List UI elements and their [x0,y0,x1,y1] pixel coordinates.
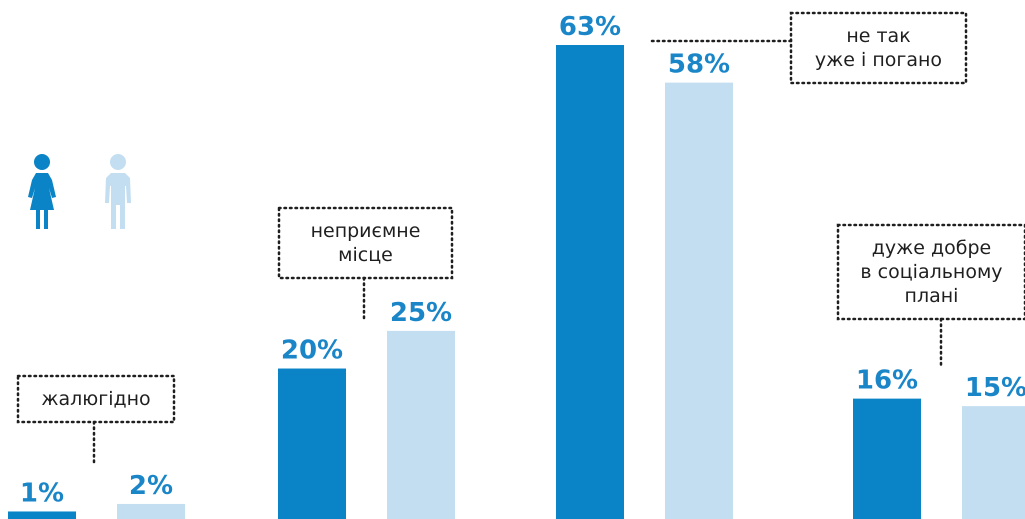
bar-male-0 [117,503,185,519]
value-label-female-2: 63% [559,12,621,42]
annotation-text-1-0: неприємне [311,220,421,242]
value-label-female-3: 16% [856,366,918,396]
annotation-0: жалюгідно [16,374,176,468]
bar-female-2 [556,45,624,519]
annotation-text-0-0: жалюгідно [41,388,150,410]
bar-female-1 [278,368,346,519]
annotation-text-1-1: місце [338,244,393,266]
value-label-male-1: 25% [390,298,452,328]
female-figure-icon [28,154,56,229]
annotation-box-0 [16,374,176,424]
value-label-male-2: 58% [668,50,730,80]
value-label-male-0: 2% [129,471,173,501]
annotation-box-1 [277,206,454,280]
annotation-text-3-1: в соціальному [860,261,1002,283]
value-label-female-1: 20% [281,336,343,366]
annotation-box-2 [789,11,968,85]
male-figure-icon [105,154,131,229]
bar-male-2 [665,82,733,519]
value-label-female-0: 1% [20,478,64,508]
bar-male-1 [387,330,455,519]
annotation-text-3-2: плані [905,285,959,307]
bar-female-3 [853,398,921,519]
annotation-text-3-0: дуже добре [872,237,991,259]
annotation-text-2-0: не так [846,25,910,47]
bar-male-3 [962,406,1025,519]
annotation-text-2-1: уже і погано [815,49,942,71]
annotation-box-3 [836,223,1025,321]
bar-female-0 [8,511,76,519]
value-label-male-3: 15% [965,373,1025,403]
